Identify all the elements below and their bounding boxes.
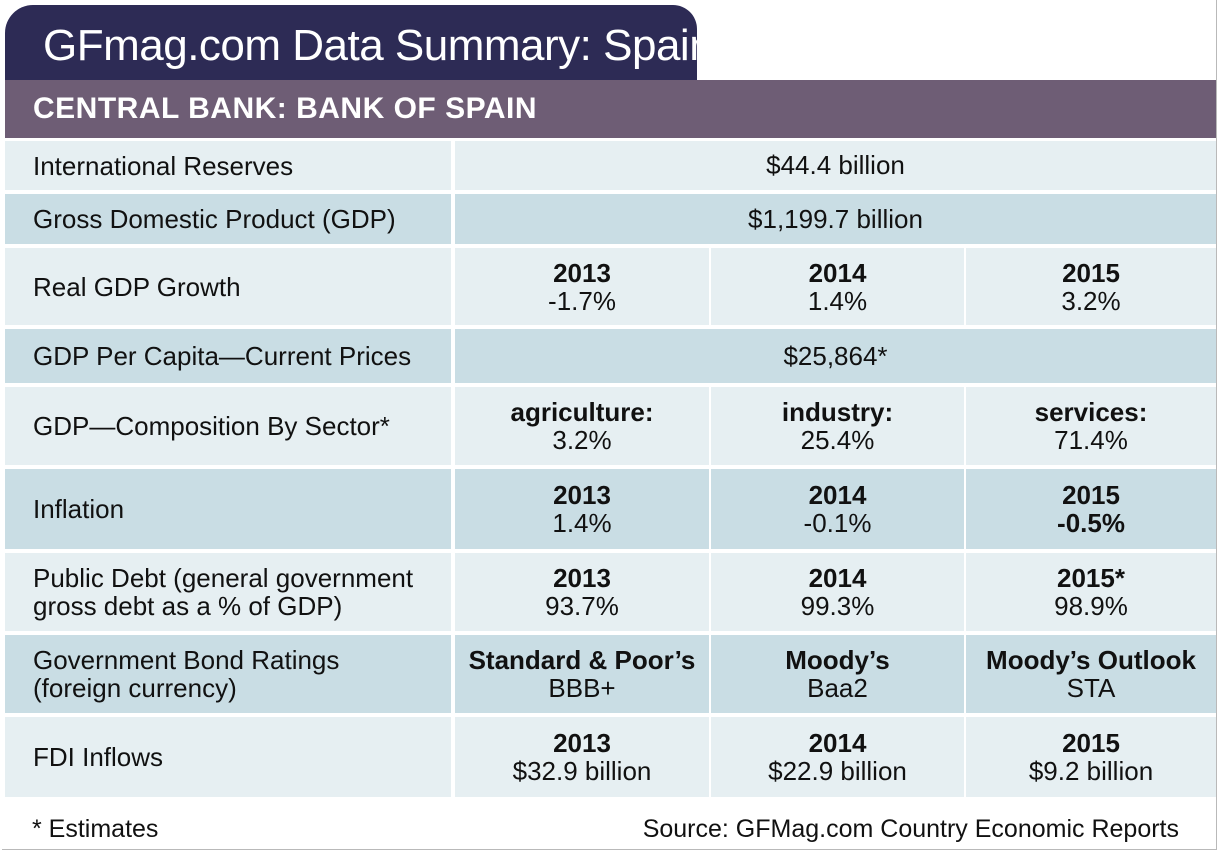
cell-heading: 2013: [553, 480, 611, 510]
cell-heading: Moody’s Outlook: [986, 645, 1196, 675]
table-row-ratings: Government Bond Ratings (foreign currenc…: [5, 635, 1216, 713]
cell-value: 93.7%: [545, 591, 619, 621]
cell-heading: industry:: [781, 397, 894, 427]
cell-value: $32.9 billion: [512, 756, 652, 786]
cell-heading: 2015: [1062, 480, 1120, 510]
cell-value: $9.2 billion: [1028, 756, 1154, 786]
row-label-line: Government Bond Ratings: [33, 645, 340, 675]
table-row-gdp: Gross Domestic Product (GDP) $1,199.7 bi…: [5, 194, 1216, 244]
cell-heading: 2014: [808, 480, 867, 510]
cell-heading: Standard & Poor’s: [468, 645, 696, 675]
cell-value: -1.7%: [548, 285, 616, 316]
table-row-growth: Real GDP Growth 2013 -1.7% 2014 1.4% 201…: [5, 248, 1216, 325]
cell-value: $22.9 billion: [768, 756, 907, 786]
cell-heading: 2014: [808, 257, 867, 288]
cell-value: STA: [1066, 673, 1116, 703]
debt-cell: 2015* 98.9%: [966, 553, 1216, 631]
composition-cell: services: 71.4%: [966, 387, 1216, 465]
cell-value: 25.4%: [800, 425, 875, 455]
cell-value: 1.4%: [807, 285, 868, 316]
table-row-per-capita: GDP Per Capita—Current Prices $25,864*: [5, 329, 1216, 383]
row-label: Inflation: [5, 469, 451, 549]
row-label: Real GDP Growth: [5, 248, 451, 325]
row-label: International Reserves: [5, 141, 451, 190]
table-row-inflation: Inflation 2013 1.4% 2014 -0.1% 2015 -0.5…: [5, 469, 1216, 549]
reserves-value: $44.4 billion: [455, 141, 1216, 190]
cell-value: -0.1%: [803, 508, 872, 538]
row-label: GDP Per Capita—Current Prices: [5, 329, 451, 383]
page-title: GFmag.com Data Summary: Spain: [43, 21, 714, 70]
gdp-value: $1,199.7 billion: [455, 194, 1216, 244]
table-row-reserves: International Reserves $44.4 billion: [5, 141, 1216, 190]
cell-value: 98.9%: [1054, 591, 1128, 621]
cell-heading: Moody’s: [785, 645, 890, 675]
source-note: Source: GFMag.com Country Economic Repor…: [642, 815, 1179, 843]
title-tab: GFmag.com Data Summary: Spain: [5, 5, 714, 80]
central-bank-header: CENTRAL BANK: BANK OF SPAIN: [5, 80, 1216, 138]
row-label: GDP—Composition By Sector*: [5, 387, 451, 465]
cell-value: 3.2%: [552, 425, 612, 455]
inflation-cell: 2013 1.4%: [455, 469, 709, 549]
cell-heading: 2015*: [1057, 563, 1125, 593]
cell-heading: services:: [1034, 397, 1148, 427]
cell-value: -0.5%: [1057, 508, 1125, 538]
fdi-cell: 2014 $22.9 billion: [711, 717, 964, 797]
row-label: Public Debt (general government gross de…: [5, 553, 451, 631]
cell-heading: 2013: [553, 728, 611, 758]
cell-heading: 2015: [1062, 257, 1120, 288]
growth-cell: 2014 1.4%: [711, 248, 964, 325]
cell-heading: 2015: [1062, 728, 1120, 758]
table-row-fdi: FDI Inflows 2013 $32.9 billion 2014 $22.…: [5, 717, 1216, 797]
cell-heading: 2014: [808, 563, 867, 593]
cell-heading: 2013: [553, 257, 611, 288]
ratings-cell: Moody’s Baa2: [711, 635, 964, 713]
row-label-line: gross debt as a % of GDP): [33, 591, 343, 621]
debt-cell: 2014 99.3%: [711, 553, 964, 631]
estimates-note: * Estimates: [32, 815, 159, 843]
row-label: Gross Domestic Product (GDP): [5, 194, 451, 244]
ratings-cell: Moody’s Outlook STA: [966, 635, 1216, 713]
growth-cell: 2015 3.2%: [966, 248, 1216, 325]
fdi-cell: 2015 $9.2 billion: [966, 717, 1216, 797]
ratings-cell: Standard & Poor’s BBB+: [455, 635, 709, 713]
growth-cell: 2013 -1.7%: [455, 248, 709, 325]
row-label: FDI Inflows: [5, 717, 451, 797]
row-label: Government Bond Ratings (foreign currenc…: [5, 635, 451, 713]
fdi-cell: 2013 $32.9 billion: [455, 717, 709, 797]
debt-cell: 2013 93.7%: [455, 553, 709, 631]
composition-cell: industry: 25.4%: [711, 387, 964, 465]
table-row-composition: GDP—Composition By Sector* agriculture: …: [5, 387, 1216, 465]
cell-heading: agriculture:: [510, 397, 654, 427]
table-row-debt: Public Debt (general government gross de…: [5, 553, 1216, 631]
row-label-line: Public Debt (general government: [33, 563, 414, 593]
cell-value: 99.3%: [800, 591, 875, 621]
cell-heading: 2013: [553, 563, 611, 593]
cell-value: 71.4%: [1054, 425, 1128, 455]
per-capita-value: $25,864*: [455, 329, 1216, 383]
row-label-line: (foreign currency): [33, 673, 237, 703]
cell-value: BBB+: [548, 673, 616, 703]
cell-value: 3.2%: [1061, 285, 1121, 316]
cell-value: Baa2: [807, 673, 868, 703]
cell-value: 1.4%: [552, 508, 612, 538]
cell-heading: 2014: [808, 728, 867, 758]
inflation-cell: 2014 -0.1%: [711, 469, 964, 549]
inflation-cell: 2015 -0.5%: [966, 469, 1216, 549]
composition-cell: agriculture: 3.2%: [455, 387, 709, 465]
central-bank-label: CENTRAL BANK: BANK OF SPAIN: [33, 92, 538, 125]
